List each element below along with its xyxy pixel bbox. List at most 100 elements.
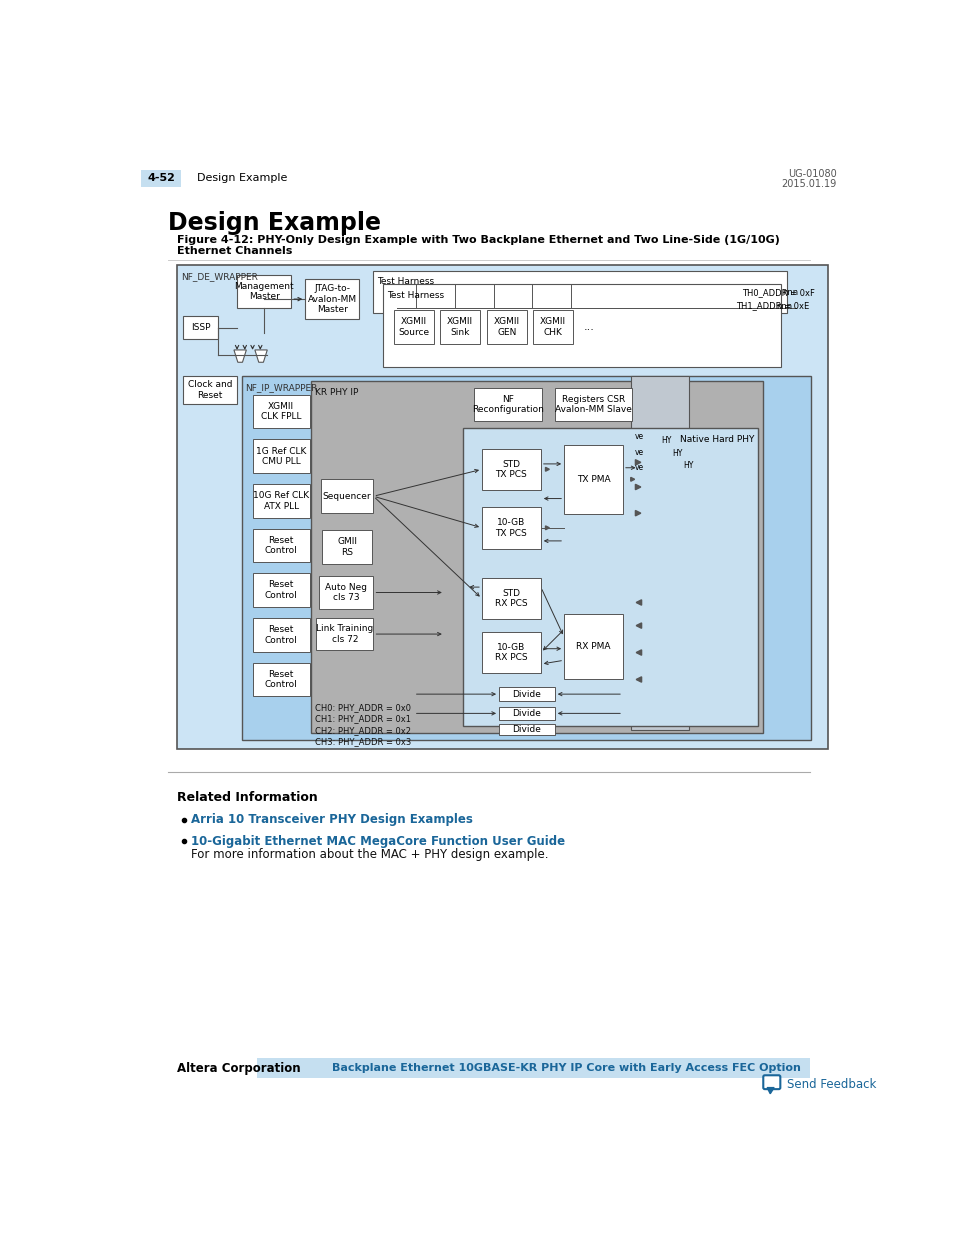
Text: KR PHY IP: KR PHY IP xyxy=(315,388,358,396)
Text: nnn: nnn xyxy=(776,301,792,310)
Bar xyxy=(373,270,786,312)
Text: Test Harness: Test Harness xyxy=(377,277,434,285)
Polygon shape xyxy=(635,459,640,466)
Text: CH1: PHY_ADDR = 0x1: CH1: PHY_ADDR = 0x1 xyxy=(315,714,411,724)
Bar xyxy=(315,618,373,651)
Polygon shape xyxy=(545,467,549,472)
Text: XGMII
GEN: XGMII GEN xyxy=(493,317,519,337)
Bar xyxy=(241,377,810,740)
Bar xyxy=(257,1058,809,1078)
Bar xyxy=(382,284,781,367)
Text: Send Feedback: Send Feedback xyxy=(786,1078,876,1091)
Text: Registers CSR
Avalon-MM Slave: Registers CSR Avalon-MM Slave xyxy=(555,395,631,414)
Polygon shape xyxy=(635,484,640,490)
Text: CH0: PHY_ADDR = 0x0: CH0: PHY_ADDR = 0x0 xyxy=(315,703,411,711)
Bar xyxy=(253,662,310,697)
Text: 10-Gigabit Ethernet MAC MegaCore Function User Guide: 10-Gigabit Ethernet MAC MegaCore Functio… xyxy=(192,835,565,847)
Text: HY: HY xyxy=(661,436,672,446)
Text: XGMII
Source: XGMII Source xyxy=(397,317,429,337)
Text: NF
Reconfiguration: NF Reconfiguration xyxy=(472,395,543,414)
Text: STD
TX PCS: STD TX PCS xyxy=(495,459,527,479)
Text: CH2: PHY_ADDR = 0x2: CH2: PHY_ADDR = 0x2 xyxy=(315,726,411,735)
Bar xyxy=(177,266,827,748)
Text: Reset
Control: Reset Control xyxy=(265,580,297,600)
Text: JTAG-to-
Avalon-MM
Master: JTAG-to- Avalon-MM Master xyxy=(308,284,356,314)
Text: Divide: Divide xyxy=(512,709,540,718)
Text: ...: ... xyxy=(583,322,594,332)
Bar xyxy=(498,687,555,701)
Text: Clock and
Reset: Clock and Reset xyxy=(188,380,232,400)
Polygon shape xyxy=(636,677,641,682)
Polygon shape xyxy=(636,622,641,629)
Text: Reset
Control: Reset Control xyxy=(265,625,297,645)
Text: Divide: Divide xyxy=(512,689,540,699)
Text: UG-01080: UG-01080 xyxy=(787,169,836,179)
Bar xyxy=(322,530,372,564)
Text: ve: ve xyxy=(634,448,643,457)
Polygon shape xyxy=(630,478,634,482)
Bar xyxy=(563,614,622,679)
Text: TH0_ADDR = 0xF: TH0_ADDR = 0xF xyxy=(741,288,815,296)
Bar xyxy=(498,708,555,720)
Text: NF_IP_WRAPPER: NF_IP_WRAPPER xyxy=(245,383,317,391)
Bar xyxy=(563,445,622,514)
Text: 2015.01.19: 2015.01.19 xyxy=(781,179,836,189)
Text: ve: ve xyxy=(634,463,643,472)
Text: Link Training
cls 72: Link Training cls 72 xyxy=(315,625,373,643)
Text: Altera Corporation: Altera Corporation xyxy=(177,1062,301,1074)
Bar xyxy=(486,310,526,343)
Polygon shape xyxy=(636,600,641,605)
Bar xyxy=(253,529,310,562)
Text: nnn: nnn xyxy=(781,288,798,296)
Bar xyxy=(253,573,310,608)
Bar xyxy=(641,387,688,720)
Bar xyxy=(533,310,573,343)
Polygon shape xyxy=(766,1088,773,1094)
Bar xyxy=(463,427,757,726)
Text: 10G Ref CLK
ATX PLL: 10G Ref CLK ATX PLL xyxy=(253,492,309,510)
Text: 10-GB
TX PCS: 10-GB TX PCS xyxy=(495,519,527,537)
Text: Test Harness: Test Harness xyxy=(386,290,443,300)
Text: TH1_ADDR = 0xE: TH1_ADDR = 0xE xyxy=(736,301,808,310)
Text: Figure 4-12: PHY-Only Design Example with Two Backplane Ethernet and Two Line-Si: Figure 4-12: PHY-Only Design Example wit… xyxy=(177,235,780,246)
Bar xyxy=(394,310,434,343)
Bar xyxy=(481,508,540,548)
Bar xyxy=(481,578,540,620)
Bar xyxy=(662,409,688,698)
Bar xyxy=(253,484,310,517)
Text: For more information about the MAC + PHY design example.: For more information about the MAC + PHY… xyxy=(192,847,548,861)
Text: Related Information: Related Information xyxy=(177,792,317,804)
Text: CH3: PHY_ADDR = 0x3: CH3: PHY_ADDR = 0x3 xyxy=(315,737,411,746)
Bar xyxy=(253,618,310,652)
Text: ve: ve xyxy=(634,432,643,441)
Text: Reset
Control: Reset Control xyxy=(265,669,297,689)
Bar xyxy=(319,577,373,609)
Text: XGMII
CLK FPLL: XGMII CLK FPLL xyxy=(261,401,301,421)
Text: Ethernet Channels: Ethernet Channels xyxy=(177,246,293,256)
Polygon shape xyxy=(636,650,641,656)
Text: Backplane Ethernet 10GBASE-KR PHY IP Core with Early Access FEC Option: Backplane Ethernet 10GBASE-KR PHY IP Cor… xyxy=(332,1063,801,1073)
Bar xyxy=(253,395,310,429)
Text: HY: HY xyxy=(682,461,693,471)
Bar xyxy=(498,724,555,735)
Bar xyxy=(183,377,236,404)
Text: XGMII
CHK: XGMII CHK xyxy=(539,317,566,337)
Bar xyxy=(253,440,310,473)
Bar xyxy=(320,479,373,514)
Bar xyxy=(305,279,359,319)
Bar xyxy=(481,632,540,673)
Text: 1G Ref CLK
CMU PLL: 1G Ref CLK CMU PLL xyxy=(255,447,306,466)
Text: 4-52: 4-52 xyxy=(147,173,174,183)
Text: Management
Master: Management Master xyxy=(234,282,294,301)
Bar xyxy=(474,389,542,421)
Polygon shape xyxy=(233,350,246,362)
Text: NF_DE_WRAPPER: NF_DE_WRAPPER xyxy=(181,272,258,282)
Text: Design Example: Design Example xyxy=(196,173,287,183)
Text: RX PMA: RX PMA xyxy=(576,642,610,651)
Bar xyxy=(555,389,632,421)
FancyBboxPatch shape xyxy=(762,1076,780,1089)
Text: Sequencer: Sequencer xyxy=(322,492,371,500)
Text: XGMII
Sink: XGMII Sink xyxy=(447,317,473,337)
Bar xyxy=(439,310,480,343)
Text: TX PMA: TX PMA xyxy=(577,474,610,484)
